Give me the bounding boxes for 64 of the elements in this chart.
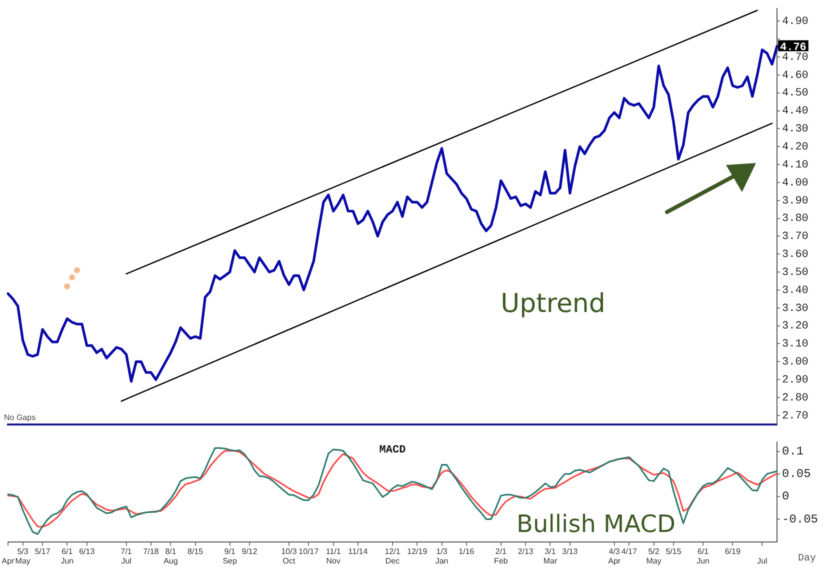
y-tick-label: 4.10 <box>782 159 808 172</box>
x-tick-label: 5/15 <box>666 546 682 556</box>
x-tick-label: 8/1 Aug <box>164 546 178 566</box>
y-tick-label: 4.60 <box>782 70 808 82</box>
x-tick-label: 12/19 <box>407 546 428 556</box>
y-tick-label: 2.70 <box>782 410 808 422</box>
y-tick-label: 3.40 <box>782 284 808 297</box>
point <box>74 267 80 274</box>
x-tick-label: 11/14 <box>348 546 368 556</box>
y-tick-label: -0.05 <box>782 512 818 526</box>
y-tick-label: 2.80 <box>782 392 808 404</box>
x-tick-label: 4/3 Apr <box>608 546 621 566</box>
annotation: Bullish MACD <box>516 510 676 538</box>
x-tick-label: 6/13 <box>79 546 96 556</box>
x-tick-label: 3/13 <box>562 546 578 556</box>
x-tick-label: 6/19 <box>724 546 741 556</box>
y-tick-label: 3.00 <box>782 356 808 369</box>
y-tick-label: 4.70 <box>782 52 808 64</box>
x-tick-label: 1/16 <box>458 546 475 556</box>
x-tick-label: 3/1 Mar <box>543 546 558 566</box>
x-tick-label: 6/1 Jun <box>60 546 74 566</box>
x-tick-label: 4/17 <box>621 546 638 556</box>
x-tick-label: 11/1 Nov <box>326 546 342 566</box>
x-tick-label: 9/12 <box>242 546 258 556</box>
y-tick-label: 3.20 <box>782 320 808 333</box>
y-tick-label: 0 <box>782 490 790 504</box>
y-tick-label: 3.80 <box>782 213 808 226</box>
x-tick-label: 8/15 <box>188 546 204 556</box>
y-tick-label: 3.70 <box>782 231 808 244</box>
x-tick-label: Jul <box>757 556 768 566</box>
point <box>69 274 76 280</box>
y-tick-label: 4.40 <box>782 106 808 118</box>
x-tick-label: 5/3 May <box>15 546 30 566</box>
y-tick-label: 3.60 <box>782 249 808 262</box>
y-tick-label: 4.30 <box>782 124 808 136</box>
y-tick-label: 2.90 <box>782 374 808 386</box>
y-tick-label: 3.10 <box>782 338 808 351</box>
x-axis-title: Day <box>798 554 816 565</box>
x-tick-label: 5/17 <box>34 546 51 556</box>
x-tick-label: 10/17 <box>298 546 320 556</box>
x-tick-label: 2/13 <box>518 546 534 556</box>
x-tick-label: 7/18 <box>143 546 160 556</box>
x-tick-label: 7/1 Jul <box>120 546 132 566</box>
annotation: Uptrend <box>500 289 606 319</box>
y-tick-label: 4.90 <box>782 16 808 28</box>
y-tick-label: 3.90 <box>782 195 808 208</box>
chart-title: MACD <box>379 444 406 456</box>
x-tick-label: 12/1 Dec <box>384 546 401 566</box>
y-tick-label: 4.20 <box>782 142 808 154</box>
y-tick-label: 3.50 <box>782 266 808 279</box>
x-tick-label: 10/3 Oct <box>281 546 298 566</box>
y-tick-label: 4.00 <box>782 177 808 190</box>
y-tick-label: 4.50 <box>782 88 808 100</box>
y-tick-label: 0.1 <box>782 444 804 458</box>
x-tick-label: 2/1 Feb <box>494 546 508 566</box>
y-tick-label: 3.30 <box>782 302 808 315</box>
x-tick-label: 9/1 Sep <box>222 546 238 566</box>
x-tick-label: 6/1 Jun <box>696 546 710 566</box>
y-tick-label: 0.05 <box>782 467 811 482</box>
point <box>64 283 70 290</box>
x-tick-label: Apr <box>2 556 15 566</box>
annotation: No Gaps <box>4 413 36 422</box>
x-tick-label: 1/3 Jan <box>435 546 448 566</box>
x-tick-label: 5/2 May <box>646 546 662 566</box>
